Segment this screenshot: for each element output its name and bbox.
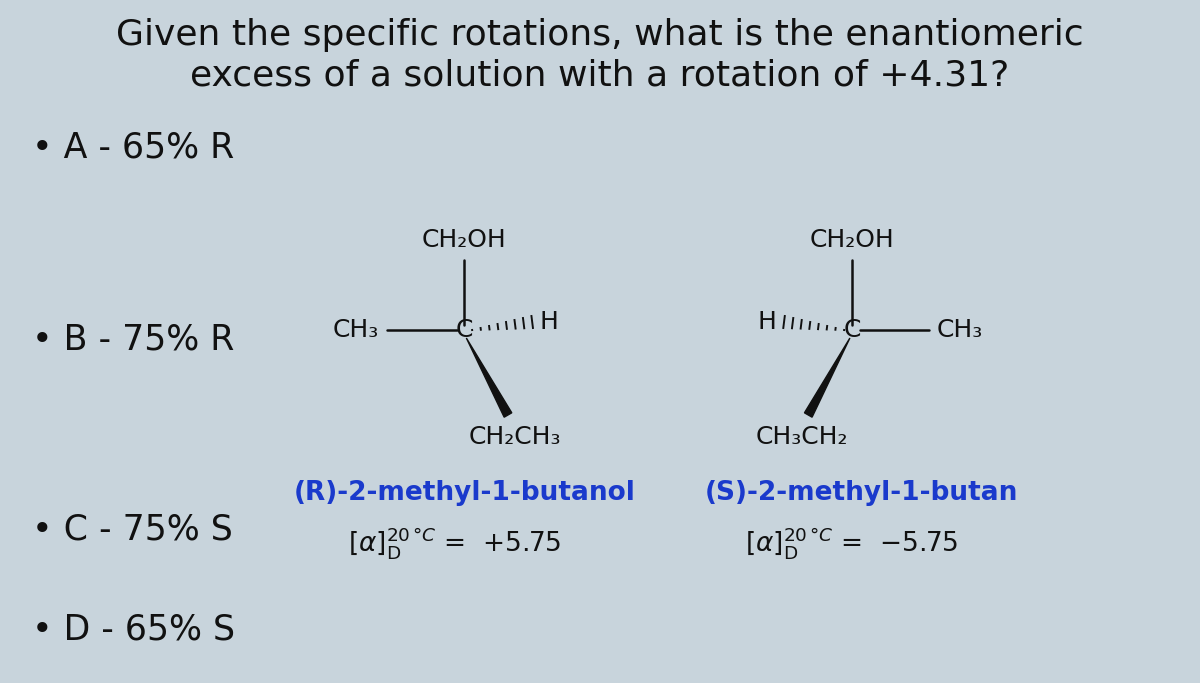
Text: excess of a solution with a rotation of +4.31?: excess of a solution with a rotation of … xyxy=(191,58,1009,92)
Text: $[\alpha]_{\mathrm{D}}^{20\,°C}$ =  −5.75: $[\alpha]_{\mathrm{D}}^{20\,°C}$ = −5.75 xyxy=(745,525,959,561)
Polygon shape xyxy=(804,338,850,417)
Text: (R)-2-methyl-1-butanol: (R)-2-methyl-1-butanol xyxy=(294,480,635,506)
Text: H: H xyxy=(757,310,776,334)
Text: CH₃: CH₃ xyxy=(937,318,983,342)
Text: CH₂OH: CH₂OH xyxy=(810,228,894,252)
Text: C: C xyxy=(456,318,473,342)
Text: • A - 65% R: • A - 65% R xyxy=(32,131,235,165)
Text: H: H xyxy=(540,310,559,334)
Text: • B - 75% R: • B - 75% R xyxy=(32,323,235,357)
Text: Given the specific rotations, what is the enantiomeric: Given the specific rotations, what is th… xyxy=(116,18,1084,52)
Text: • D - 65% S: • D - 65% S xyxy=(32,613,235,647)
Text: CH₂CH₃: CH₂CH₃ xyxy=(468,425,562,449)
Text: CH₃: CH₃ xyxy=(332,318,379,342)
Text: CH₂OH: CH₂OH xyxy=(422,228,506,252)
Text: • C - 75% S: • C - 75% S xyxy=(32,513,233,547)
Text: CH₃CH₂: CH₃CH₂ xyxy=(755,425,847,449)
Text: $[\alpha]_{\mathrm{D}}^{20\,°C}$ =  +5.75: $[\alpha]_{\mathrm{D}}^{20\,°C}$ = +5.75 xyxy=(348,525,562,561)
Text: C: C xyxy=(844,318,860,342)
Text: (S)-2-methyl-1-butan: (S)-2-methyl-1-butan xyxy=(704,480,1019,506)
Polygon shape xyxy=(467,338,511,417)
